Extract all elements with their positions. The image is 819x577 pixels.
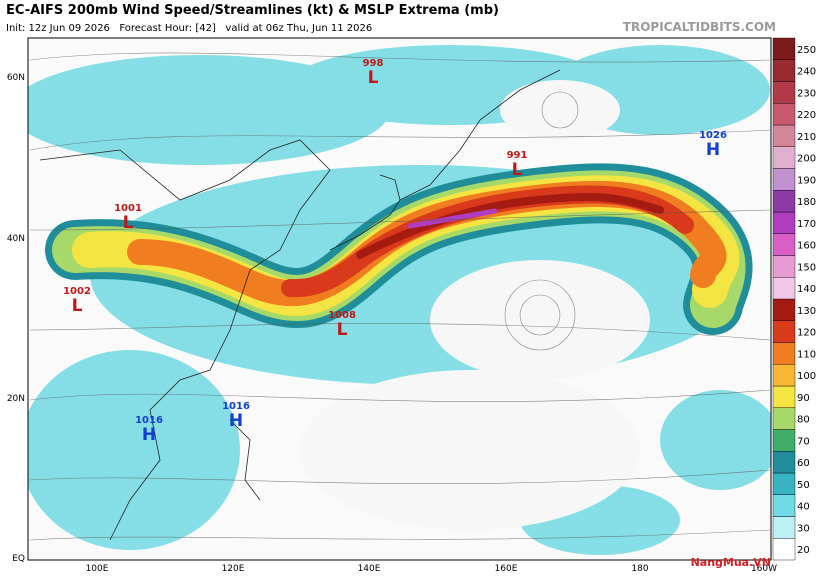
- lon-label: 160E: [495, 564, 518, 573]
- colorbar-label: 220: [797, 110, 816, 121]
- pressure-kind: H: [229, 411, 243, 431]
- colorbar-cell: [772, 168, 796, 191]
- pressure-value: 1026: [699, 130, 727, 141]
- colorbar-label: 20: [797, 545, 810, 556]
- colorbar-label: 50: [797, 480, 810, 491]
- colorbar-cell: [772, 342, 796, 365]
- pressure-value: 1016: [222, 401, 250, 412]
- source: TROPICALTIDBITS.COM: [623, 20, 776, 34]
- colorbar-label: 140: [797, 284, 816, 295]
- colorbar-cell: [772, 494, 796, 517]
- colorbar-cell: [772, 538, 796, 561]
- colorbar-cell: [772, 124, 796, 147]
- colorbar-cell: [772, 233, 796, 256]
- colorbar-cell: [772, 277, 796, 300]
- colorbar-label: 80: [797, 415, 810, 426]
- coastlines: [39, 69, 561, 541]
- colorbar-label: 180: [797, 197, 816, 208]
- colorbar-label: 120: [797, 328, 816, 339]
- pressure-kind: L: [123, 213, 134, 233]
- pressure-kind: L: [337, 320, 348, 340]
- colorbar-label: 110: [797, 349, 816, 360]
- colorbar-cell: [772, 255, 796, 278]
- map-frame: [27, 37, 772, 561]
- colorbar-cell: [772, 320, 796, 343]
- lat-label: 40N: [7, 234, 25, 244]
- pressure-value: 991: [507, 150, 528, 161]
- colorbar-label: 240: [797, 67, 816, 78]
- calm-areas: [300, 80, 650, 530]
- colorbar-label: 130: [797, 306, 816, 317]
- streamlines: [29, 52, 771, 541]
- pressure-value: 1001: [114, 203, 142, 214]
- pressure-kind: L: [72, 296, 83, 316]
- pressure-value: 1016: [135, 415, 163, 426]
- lat-label: EQ: [12, 554, 25, 564]
- colorbar-cell: [772, 472, 796, 495]
- colorbar-cell: [772, 516, 796, 539]
- colorbar-label: 210: [797, 132, 816, 143]
- colorbar-cell: [772, 190, 796, 213]
- subtitle: Init: 12z Jun 09 2026 Forecast Hour: [42…: [6, 23, 372, 34]
- lat-label: 20N: [7, 394, 25, 404]
- colorbar-cell: [772, 364, 796, 387]
- colorbar-label: 170: [797, 219, 816, 230]
- colorbar-cell: [772, 81, 796, 104]
- colorbar-cell: [772, 429, 796, 452]
- colorbar-label: 150: [797, 262, 816, 273]
- colorbar-label: 230: [797, 88, 816, 99]
- colorbar-label: 30: [797, 523, 810, 534]
- pressure-kind: L: [368, 68, 379, 88]
- colorbar-label: 40: [797, 502, 810, 513]
- colorbar-label: 200: [797, 154, 816, 165]
- pressure-value: 1008: [328, 310, 356, 321]
- colorbar-cell: [772, 103, 796, 126]
- colorbar-cell: [772, 451, 796, 474]
- colorbar-label: 70: [797, 436, 810, 447]
- colorbar-cell: [772, 211, 796, 234]
- lon-label: 100E: [86, 564, 109, 573]
- pressure-kind: L: [512, 160, 523, 180]
- colorbar-label: 90: [797, 393, 810, 404]
- title: EC-AIFS 200mb Wind Speed/Streamlines (kt…: [6, 3, 499, 18]
- colorbar-cell: [772, 37, 796, 60]
- logo: NangMua.VN: [691, 556, 771, 569]
- colorbar-cell: [772, 407, 796, 430]
- lon-label: 140E: [358, 564, 381, 573]
- lon-label: 120E: [222, 564, 245, 573]
- pressure-kind: H: [706, 140, 720, 160]
- colorbar-cell: [772, 146, 796, 169]
- colorbar-label: 250: [797, 45, 816, 56]
- pressure-kind: H: [142, 425, 156, 445]
- map: [28, 38, 771, 560]
- colorbar-label: 60: [797, 458, 810, 469]
- colorbar-cell: [772, 385, 796, 408]
- lon-label: 180: [631, 564, 648, 573]
- lon-label: 160W: [751, 564, 777, 573]
- pressure-value: 1002: [63, 286, 91, 297]
- colorbar-label: 190: [797, 175, 816, 186]
- colorbar-cell: [772, 298, 796, 321]
- colorbar-label: 100: [797, 371, 816, 382]
- lat-label: 60N: [7, 73, 25, 83]
- pressure-value: 998: [363, 58, 384, 69]
- colorbar-cell: [772, 59, 796, 82]
- colorbar-label: 160: [797, 241, 816, 252]
